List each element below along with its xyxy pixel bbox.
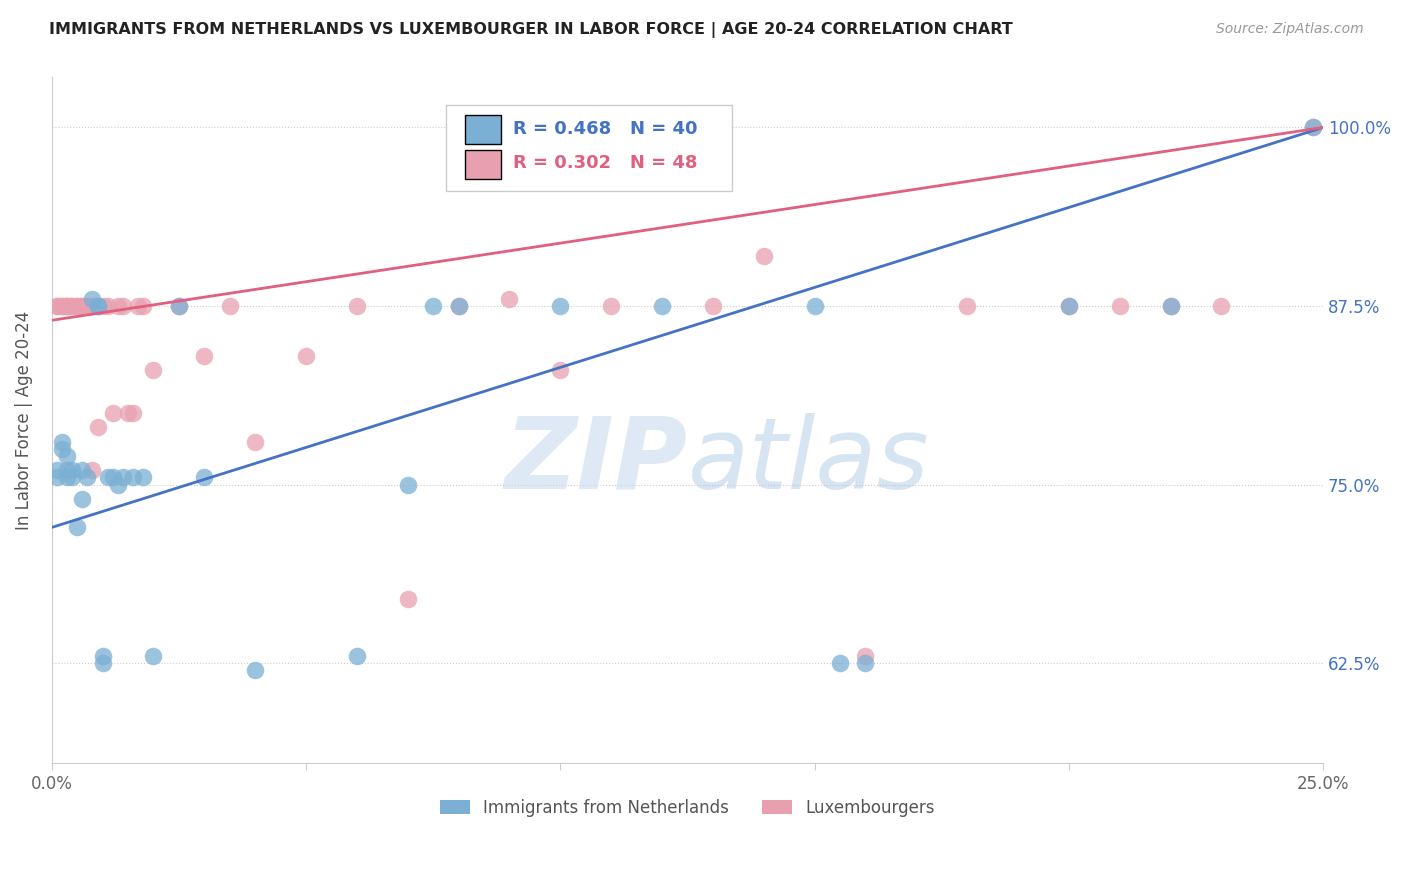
Point — [66, 299, 89, 313]
Point — [132, 470, 155, 484]
Point — [97, 299, 120, 313]
Point — [1302, 120, 1324, 135]
Point — [752, 249, 775, 263]
Point — [132, 299, 155, 313]
Point — [66, 299, 89, 313]
Point — [1108, 299, 1130, 313]
Point — [122, 470, 145, 484]
Point — [447, 299, 470, 313]
Point — [346, 299, 368, 313]
Point — [396, 591, 419, 606]
Point — [167, 299, 190, 313]
Point — [56, 299, 79, 313]
Point — [45, 299, 67, 313]
Point — [82, 299, 104, 313]
Point — [447, 299, 470, 313]
Point — [76, 470, 98, 484]
Point — [111, 299, 134, 313]
Point — [803, 299, 825, 313]
Text: Source: ZipAtlas.com: Source: ZipAtlas.com — [1216, 22, 1364, 37]
Point — [422, 299, 444, 313]
Point — [218, 299, 240, 313]
Point — [1057, 299, 1080, 313]
Point — [1302, 120, 1324, 135]
Point — [51, 299, 73, 313]
Point — [51, 299, 73, 313]
Point — [45, 299, 67, 313]
Point — [167, 299, 190, 313]
Point — [82, 292, 104, 306]
FancyBboxPatch shape — [446, 105, 733, 191]
Point — [60, 299, 83, 313]
Point — [1160, 299, 1182, 313]
Point — [346, 648, 368, 663]
Point — [76, 299, 98, 313]
Point — [72, 299, 94, 313]
Point — [498, 292, 520, 306]
Text: R = 0.302   N = 48: R = 0.302 N = 48 — [513, 154, 697, 172]
Point — [51, 442, 73, 456]
Point — [111, 470, 134, 484]
Text: IMMIGRANTS FROM NETHERLANDS VS LUXEMBOURGER IN LABOR FORCE | AGE 20-24 CORRELATI: IMMIGRANTS FROM NETHERLANDS VS LUXEMBOUR… — [49, 22, 1012, 38]
Point — [86, 299, 108, 313]
Point — [107, 299, 129, 313]
Point — [828, 656, 851, 670]
Point — [550, 299, 572, 313]
Point — [1057, 299, 1080, 313]
Point — [56, 299, 79, 313]
Point — [82, 463, 104, 477]
Point — [142, 648, 165, 663]
Point — [600, 299, 623, 313]
Point — [651, 299, 673, 313]
Point — [91, 656, 114, 670]
Point — [243, 663, 266, 677]
Legend: Immigrants from Netherlands, Luxembourgers: Immigrants from Netherlands, Luxembourge… — [433, 792, 942, 823]
Point — [91, 648, 114, 663]
Point — [117, 406, 139, 420]
Point — [193, 349, 215, 363]
Y-axis label: In Labor Force | Age 20-24: In Labor Force | Age 20-24 — [15, 310, 32, 530]
Point — [86, 420, 108, 434]
Point — [550, 363, 572, 377]
Point — [72, 299, 94, 313]
Point — [127, 299, 149, 313]
Point — [60, 463, 83, 477]
Point — [142, 363, 165, 377]
Point — [56, 449, 79, 463]
Point — [56, 299, 79, 313]
FancyBboxPatch shape — [465, 115, 501, 144]
Point — [45, 470, 67, 484]
Text: R = 0.468   N = 40: R = 0.468 N = 40 — [513, 120, 697, 138]
Point — [956, 299, 979, 313]
Point — [101, 470, 124, 484]
Point — [60, 470, 83, 484]
Point — [97, 470, 120, 484]
Text: atlas: atlas — [688, 413, 929, 510]
Point — [1160, 299, 1182, 313]
Point — [45, 463, 67, 477]
Point — [51, 434, 73, 449]
FancyBboxPatch shape — [465, 150, 501, 179]
Text: ZIP: ZIP — [505, 413, 688, 510]
Point — [855, 656, 877, 670]
Point — [107, 477, 129, 491]
Point — [193, 470, 215, 484]
Point — [122, 406, 145, 420]
Point — [91, 299, 114, 313]
Point — [60, 299, 83, 313]
Point — [702, 299, 724, 313]
Point — [101, 406, 124, 420]
Point — [76, 299, 98, 313]
Point — [56, 463, 79, 477]
Point — [72, 463, 94, 477]
Point — [1211, 299, 1233, 313]
Point — [72, 491, 94, 506]
Point — [56, 470, 79, 484]
Point — [295, 349, 318, 363]
Point — [86, 299, 108, 313]
Point — [66, 520, 89, 534]
Point — [243, 434, 266, 449]
Point — [396, 477, 419, 491]
Point — [855, 648, 877, 663]
